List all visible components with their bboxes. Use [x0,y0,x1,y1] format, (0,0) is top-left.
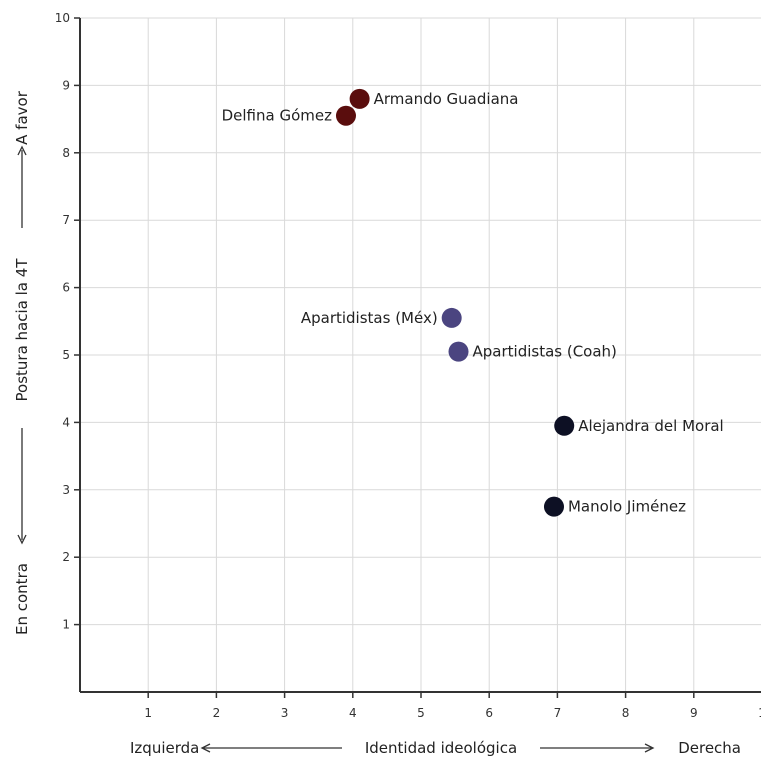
y-tick-label: 8 [62,146,70,160]
data-point [441,307,462,328]
data-point-label: Apartidistas (Méx) [301,309,438,327]
y-tick-label: 10 [55,11,70,25]
x-tick-label: 9 [690,706,698,720]
data-point [335,105,356,126]
y-axis-title: Postura hacia la 4T [13,258,31,402]
x-tick-label: 1 [144,706,152,720]
x-tick-label: 3 [281,706,289,720]
x-axis-left-label: Izquierda [130,739,199,757]
x-tick-label: 2 [213,706,221,720]
y-tick-label: 2 [62,550,70,564]
data-point-label: Alejandra del Moral [578,417,724,435]
data-points: Armando Guadiana Delfina Gómez Apartidista… [222,88,724,517]
x-axis-title: Identidad ideológica [365,739,517,757]
data-point-label: Delfina Gómez [222,107,333,125]
y-axis-arrows [17,145,27,545]
data-point [349,88,370,109]
y-tick-label: 9 [62,78,70,92]
x-axis-right-label: Derecha [678,739,741,757]
x-axis-arrows [200,743,655,753]
x-tick-label: 4 [349,706,357,720]
y-tick-label: 5 [62,348,70,362]
y-tick-label: 3 [62,483,70,497]
x-tick-label: 6 [485,706,493,720]
x-tick-label: 8 [622,706,630,720]
grid [80,17,761,692]
axes [74,17,761,698]
x-tick-label: 5 [417,706,425,720]
data-point-label: Manolo Jiménez [568,498,686,516]
y-tick-label: 6 [62,281,70,295]
y-axis-top-label: A favor [13,90,31,145]
x-tick-label: 1 [758,706,761,720]
data-point-label: Apartidistas (Coah) [473,343,617,361]
y-tick-label: 4 [62,415,70,429]
y-tick-label: 1 [62,618,70,632]
data-point [554,415,575,436]
y-tick-label: 7 [62,213,70,227]
data-point [448,341,469,362]
x-tick-label: 7 [554,706,562,720]
y-axis-bottom-label: En contra [13,563,31,635]
data-point [543,496,564,517]
data-point-label: Armando Guadiana [374,90,519,108]
tick-labels: 1 2 3 4 5 6 7 8 9 10 1 2 3 4 5 6 7 8 9 1 [55,11,761,720]
